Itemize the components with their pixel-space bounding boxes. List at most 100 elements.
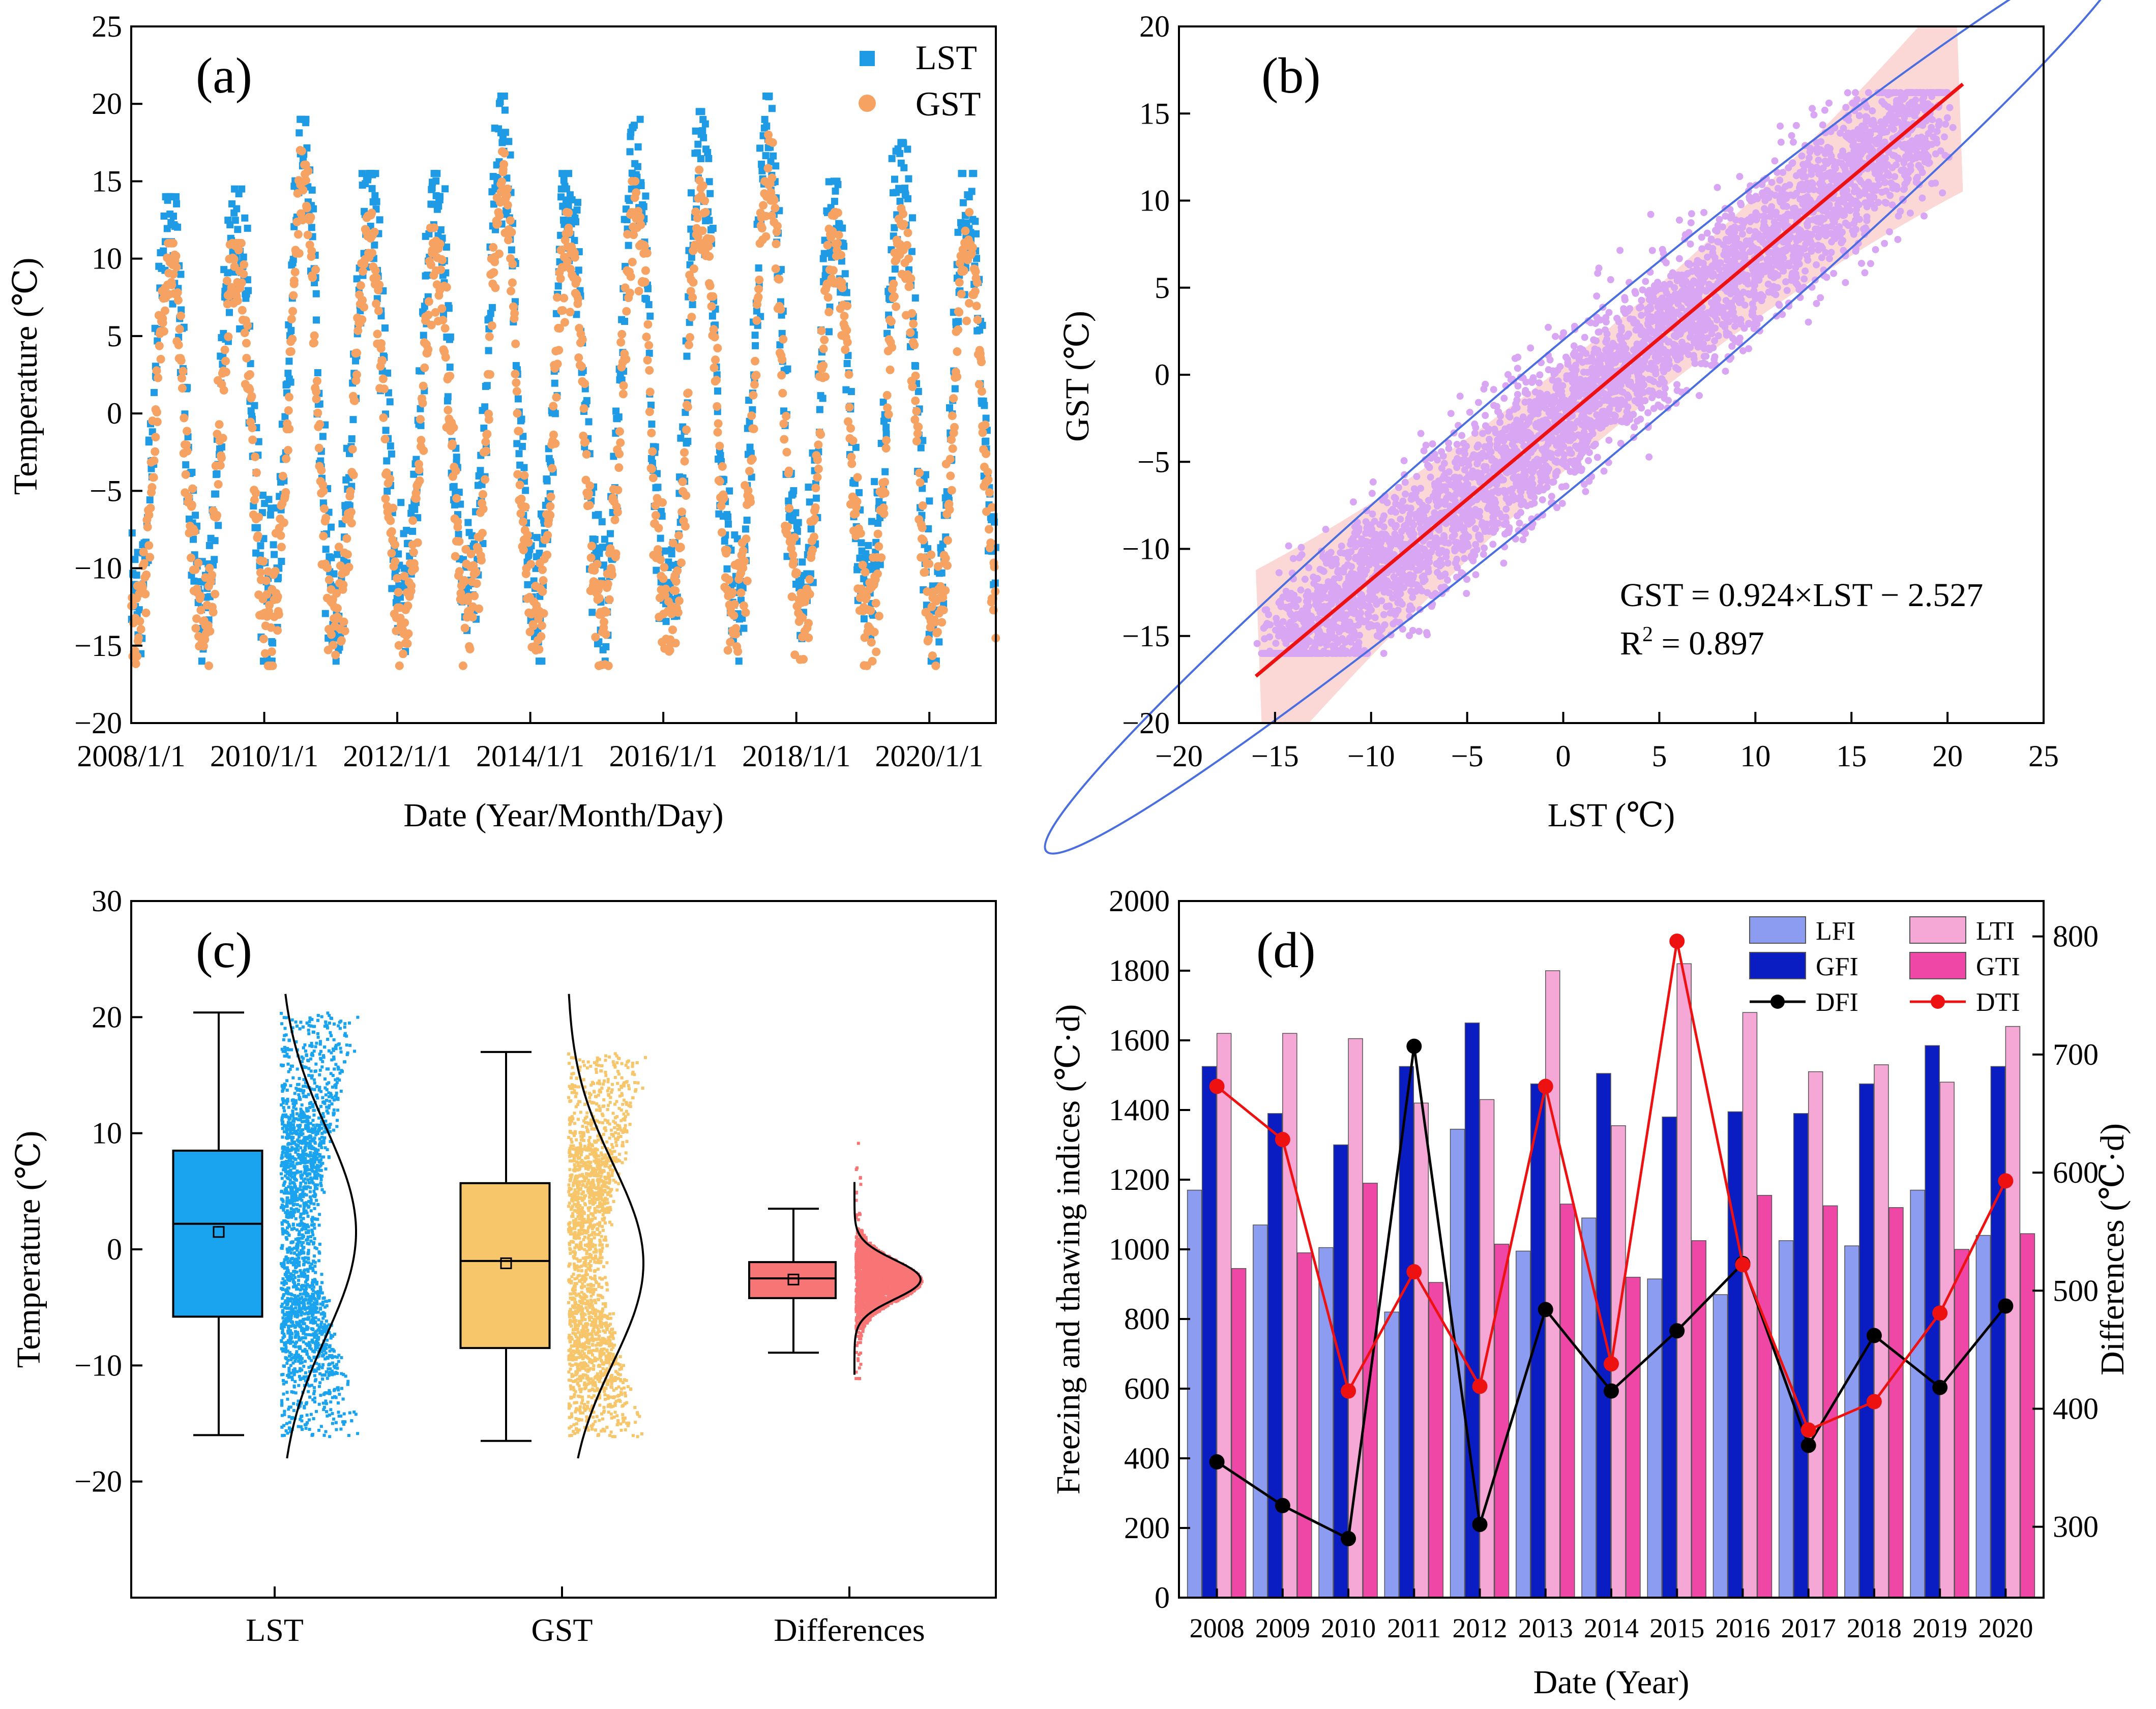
gst-point <box>478 490 487 499</box>
gst-point <box>736 588 746 597</box>
gst-point <box>303 230 312 239</box>
lst-point <box>891 265 899 273</box>
lst-point <box>211 537 219 545</box>
gst-point <box>636 220 645 229</box>
scatter-point <box>1943 114 1951 122</box>
lst-point <box>296 129 303 137</box>
gst-point <box>437 304 447 313</box>
gst-point <box>619 381 628 390</box>
lst-point <box>231 217 239 224</box>
gst-point <box>953 372 962 381</box>
gst-point <box>187 500 196 509</box>
scatter-point <box>1825 255 1833 262</box>
y-tick-label: 20 <box>92 87 122 121</box>
gst-point <box>512 387 521 396</box>
y-tick-label: 25 <box>92 10 122 43</box>
gst-point <box>196 591 205 601</box>
gst-point <box>151 433 160 442</box>
lst-point <box>813 494 820 502</box>
gst-point <box>176 356 186 365</box>
gst-point <box>523 530 532 539</box>
gst-point <box>153 417 162 427</box>
gst-point <box>647 464 656 473</box>
lst-point <box>388 585 396 592</box>
gst-point <box>352 370 361 379</box>
gst-point <box>615 449 624 459</box>
gst-point <box>552 393 561 402</box>
x-tick-label: 2008/1/1 <box>77 739 185 773</box>
gst-point <box>458 661 467 670</box>
lst-point <box>327 523 335 531</box>
lst-point <box>468 532 476 539</box>
gst-point <box>931 661 940 670</box>
lst-point <box>435 202 442 210</box>
gst-point <box>409 548 418 557</box>
gst-point <box>819 344 828 353</box>
gst-point <box>848 436 858 445</box>
scatter-point <box>1301 576 1309 583</box>
gst-point <box>681 522 690 531</box>
lst-point <box>480 425 488 432</box>
lst-point <box>926 497 933 505</box>
lst-point <box>514 395 522 403</box>
y-tick-label: −15 <box>74 629 122 663</box>
scatter-point <box>1881 239 1888 247</box>
gst-point <box>748 455 757 464</box>
gst-point <box>180 413 189 423</box>
gst-point <box>772 239 781 249</box>
gst-point <box>973 315 982 324</box>
lst-point <box>146 496 154 504</box>
gst-point <box>145 553 155 562</box>
lst-point <box>868 518 875 525</box>
gst-point <box>707 302 716 311</box>
gst-point <box>986 538 995 547</box>
gst-point <box>705 252 714 261</box>
lst-point <box>765 93 773 100</box>
gst-point <box>715 441 724 451</box>
lst-point <box>705 217 713 224</box>
gst-point <box>391 540 400 549</box>
scatter-point <box>1516 519 1523 527</box>
gst-point <box>744 486 753 495</box>
panel-a-y-axis-title: Temperature (℃) <box>7 258 44 495</box>
gst-point <box>430 223 439 232</box>
lst-point <box>238 185 246 193</box>
gst-point <box>537 621 546 630</box>
lst-point <box>647 401 655 409</box>
gst-point <box>173 288 182 297</box>
gst-point <box>955 308 964 317</box>
gst-point <box>648 473 658 483</box>
lst-point <box>648 421 656 428</box>
gst-point <box>217 454 226 463</box>
gst-point <box>526 560 536 569</box>
lst-point <box>284 370 292 377</box>
gst-point <box>645 366 654 375</box>
lst-point <box>445 305 453 312</box>
scatter-point <box>1675 255 1683 262</box>
lst-point <box>444 393 452 401</box>
gst-point <box>535 645 544 654</box>
scatter-point <box>1400 457 1408 465</box>
gst-point <box>168 238 178 248</box>
gst-point <box>368 249 377 258</box>
gst-point <box>277 543 286 552</box>
gst-point <box>146 503 155 513</box>
gst-point <box>710 363 719 372</box>
gst-point <box>719 493 728 502</box>
lst-point <box>558 170 566 177</box>
lst-point <box>441 185 449 193</box>
gst-point <box>711 355 720 365</box>
gst-point <box>299 186 308 195</box>
gst-point <box>731 629 741 639</box>
lst-point <box>313 316 320 324</box>
scatter-point <box>1675 216 1683 224</box>
scatter-point <box>1429 440 1436 448</box>
y-tick-label: −10 <box>74 552 122 585</box>
gst-point <box>391 557 400 566</box>
gst-point <box>411 494 421 503</box>
gst-point <box>487 321 496 331</box>
gst-point <box>302 203 311 213</box>
lst-point <box>784 365 791 373</box>
gst-point <box>821 372 830 381</box>
gst-point <box>317 466 326 475</box>
